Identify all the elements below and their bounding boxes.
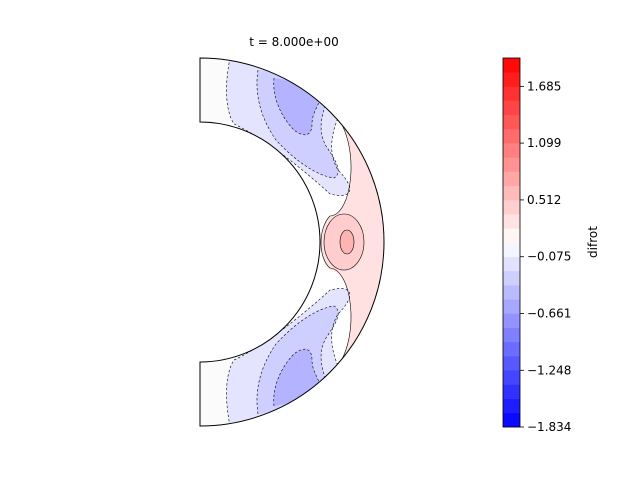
colorbar-band (503, 143, 520, 158)
colorbar-tick-label: −1.248 (527, 363, 571, 377)
colorbar-tick-label: −0.661 (527, 306, 571, 320)
colorbar-band (503, 157, 520, 172)
colorbar-band (503, 72, 520, 87)
shell-outline (199, 57, 385, 427)
contour-fill-polar-south (200, 362, 232, 426)
colorbar-band (503, 384, 520, 399)
colorbar-tick-label: −1.834 (527, 420, 571, 434)
contour-line-neg-north-1 (226, 58, 351, 196)
colorbar-band (503, 86, 520, 101)
contour-fill-polar-north (200, 58, 232, 122)
colorbar-label: difrot (586, 226, 600, 258)
colorbar-band (503, 356, 520, 371)
contour-line-neg-north-3 (273, 77, 321, 136)
colorbar-band (503, 270, 520, 286)
colorbar-tick-label: 1.099 (527, 136, 561, 150)
colorbar-band (503, 128, 520, 144)
colorbar-band (503, 327, 520, 343)
colorbar-band (503, 58, 520, 73)
colorbar-ticks: 1.685 1.099 0.512 −0.075 −0.661 −1.248 −1.834 (520, 79, 571, 434)
colorbar-bands (503, 58, 520, 428)
colorbar-band (503, 412, 520, 428)
colorbar-band (503, 171, 520, 187)
colorbar-tick-label: 1.685 (527, 79, 561, 93)
colorbar-tick-label: 0.512 (527, 193, 561, 207)
contour-line-neg-south-3 (273, 348, 321, 407)
contour-line-neg-south-2 (256, 305, 339, 415)
colorbar-band (503, 398, 520, 414)
contour-line-neg-south-1 (226, 288, 351, 426)
plot-title: t = 8.000e+00 (249, 35, 338, 49)
colorbar-band (503, 370, 520, 385)
contour-line-zero-inner (320, 215, 331, 269)
contour-plot-area (199, 57, 385, 427)
colorbar-band (503, 285, 520, 300)
colorbar-band (503, 228, 520, 243)
colorbar-band (503, 214, 520, 229)
colorbar-tick-label: −0.075 (527, 250, 571, 264)
colorbar-band (503, 199, 520, 215)
colorbar-band (503, 313, 520, 328)
contour-line-zero-north (329, 117, 352, 217)
contour-fill-positive-core-2 (339, 229, 355, 255)
colorbar-band (503, 114, 520, 130)
colorbar-band (503, 299, 520, 314)
colorbar-frame (502, 57, 521, 428)
colorbar-band (503, 341, 520, 357)
contour-line-zero-south (329, 267, 352, 367)
colorbar-band (503, 242, 520, 257)
contour-line-neg-north-2 (256, 69, 339, 179)
colorbar: 1.6851.0990.512−0.075−0.661−1.248−1.834 … (502, 57, 600, 434)
colorbar-band (503, 100, 520, 116)
colorbar-band (503, 185, 520, 201)
colorbar-band (503, 256, 520, 272)
